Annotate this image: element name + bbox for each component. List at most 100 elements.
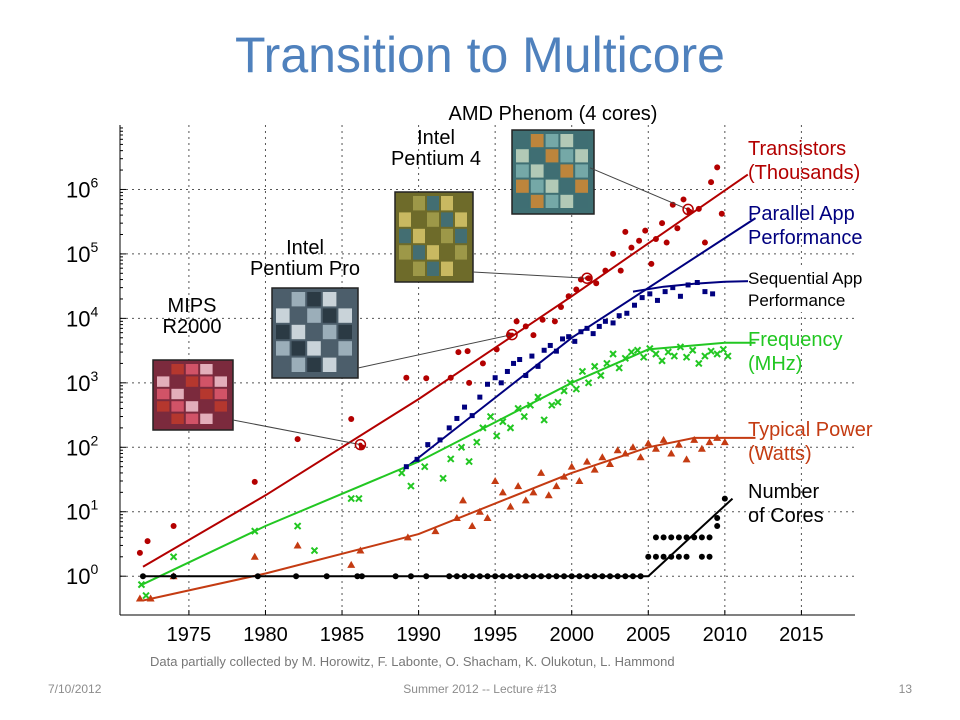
series-label: (Thousands): [748, 162, 860, 184]
data-point: [642, 227, 649, 234]
data-point: [654, 297, 660, 303]
data-point: [354, 573, 361, 580]
data-point: [498, 380, 504, 386]
die-block: [322, 324, 337, 340]
amd-phenom-4-cores--chip: AMD Phenom (4 cores): [449, 103, 694, 216]
die-block: [455, 261, 467, 276]
data-point: [646, 344, 654, 353]
data-point: [602, 318, 608, 324]
data-point: [486, 412, 495, 421]
data-point: [567, 462, 576, 470]
die-block: [575, 164, 588, 178]
data-point: [356, 546, 365, 554]
data-point: [621, 449, 630, 457]
data-point: [507, 573, 514, 580]
data-point: [599, 573, 606, 580]
die-block: [338, 357, 352, 372]
data-point: [459, 496, 467, 504]
data-point: [590, 331, 596, 337]
die-block: [322, 308, 337, 323]
data-point: [466, 379, 473, 386]
data-point: [137, 580, 146, 589]
data-point: [144, 538, 151, 545]
die-block: [413, 196, 425, 211]
data-point: [464, 348, 471, 355]
data-point: [602, 267, 609, 274]
die-block: [171, 364, 184, 375]
y-tick-label: 102: [66, 432, 98, 460]
data-point: [721, 495, 728, 502]
data-point: [553, 573, 560, 580]
data-point: [683, 534, 690, 541]
y-tick-exponent: 0: [90, 561, 98, 577]
data-point: [702, 289, 708, 295]
data-point: [668, 534, 675, 541]
y-tick-exponent: 1: [90, 497, 98, 513]
die-block: [307, 308, 321, 323]
die-block: [530, 179, 544, 193]
data-point: [537, 468, 546, 476]
die-block: [427, 212, 439, 227]
die-block: [200, 388, 213, 400]
data-point: [293, 541, 302, 549]
data-point: [465, 457, 473, 466]
data-point: [407, 573, 414, 580]
die-block: [185, 364, 199, 375]
die-block: [441, 196, 453, 211]
data-point: [398, 469, 406, 477]
data-point: [596, 323, 602, 329]
die-block: [185, 413, 199, 424]
series-label: Parallel App: [748, 203, 855, 225]
y-tick-exponent: 3: [90, 368, 98, 384]
die-block: [200, 401, 213, 412]
die-block: [157, 388, 170, 400]
die-block: [441, 245, 453, 260]
die-block: [200, 413, 213, 424]
data-point: [624, 310, 630, 316]
data-point: [520, 412, 528, 421]
data-point: [610, 320, 616, 326]
data-point: [251, 478, 258, 485]
data-point: [568, 573, 575, 580]
die-block: [157, 364, 170, 375]
data-point: [541, 347, 547, 353]
data-point: [517, 357, 523, 363]
y-tick-base: 10: [66, 306, 90, 331]
data-point: [403, 374, 410, 381]
data-point: [310, 546, 319, 555]
data-point: [667, 449, 676, 457]
die-block: [413, 245, 425, 260]
data-point: [483, 513, 492, 521]
y-tick-label: 106: [66, 174, 98, 202]
data-point: [250, 552, 259, 560]
die-block: [291, 324, 306, 340]
data-point: [392, 573, 399, 580]
data-point: [633, 346, 642, 354]
data-point: [499, 417, 507, 426]
data-point: [506, 424, 515, 432]
data-point: [529, 488, 538, 496]
die-block: [338, 308, 352, 323]
data-point: [713, 433, 722, 441]
data-point: [547, 342, 553, 348]
series-label: Typical Power: [748, 419, 873, 441]
die-block: [399, 245, 411, 260]
leader-line: [232, 419, 361, 446]
chip-label: Pentium Pro: [250, 258, 360, 280]
data-point: [637, 573, 644, 580]
data-point: [294, 436, 301, 443]
data-point: [675, 534, 682, 541]
y-tick-base: 10: [66, 564, 90, 589]
data-point: [254, 573, 261, 580]
data-point: [682, 455, 691, 463]
data-point: [561, 573, 568, 580]
data-point: [560, 472, 569, 480]
data-point: [710, 291, 716, 297]
series-label: Transistors: [748, 138, 846, 160]
data-point: [462, 404, 468, 410]
data-point: [565, 293, 572, 300]
data-point: [423, 375, 430, 382]
data-point: [469, 573, 476, 580]
data-point: [660, 534, 667, 541]
